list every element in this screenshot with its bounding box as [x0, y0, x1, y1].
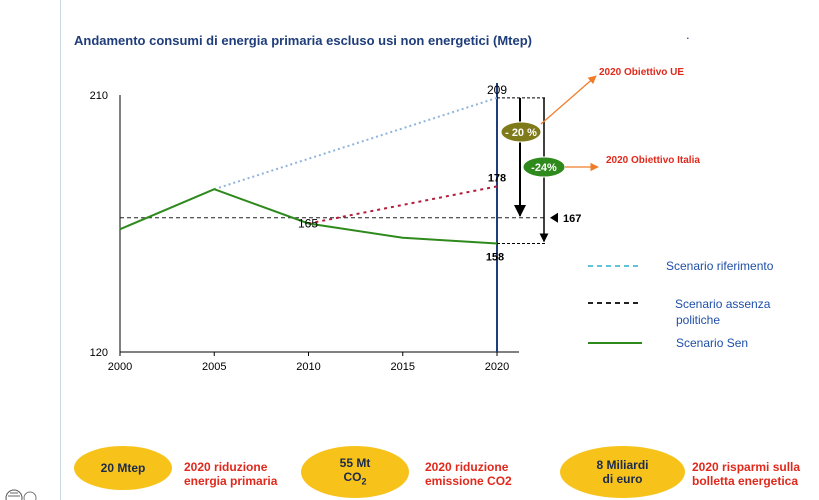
- legend-label: Scenario Sen: [676, 336, 748, 350]
- x-tick-label: 2020: [485, 361, 509, 373]
- summary-note-line: energia primaria: [184, 474, 278, 488]
- summary-note-euro: 2020 risparmi sulla bolletta energetica: [692, 460, 800, 488]
- annotation-italia: 2020 Obiettivo Italia: [606, 155, 700, 166]
- legend-label: Scenario assenza politiche: [675, 297, 771, 327]
- x-tick-label: 2000: [108, 361, 132, 373]
- summary-value-line: di euro: [602, 472, 643, 486]
- summary-value-line: 55 Mt: [339, 455, 371, 470]
- summary-note-co2: 2020 riduzione emissione CO2: [425, 460, 512, 488]
- badge-italia-label: -24%: [531, 162, 557, 174]
- y-tick-label: 210: [90, 90, 108, 102]
- x-tick-label: 2005: [202, 361, 226, 373]
- data-label-158: 158: [486, 251, 504, 263]
- data-label-178: 178: [488, 172, 506, 184]
- legend-label-line: politiche: [676, 313, 720, 327]
- annotation-arrow-ue: [540, 75, 597, 125]
- series-line-2: [119, 188, 498, 245]
- summary-note-line: bolletta energetica: [692, 474, 799, 488]
- badge-ue-label: - 20 %: [505, 127, 537, 139]
- slide-edge-line: [60, 0, 61, 500]
- x-tick-label: 2010: [296, 361, 320, 373]
- legend-label: Scenario riferimento: [666, 259, 774, 273]
- title-dot: .: [686, 27, 690, 42]
- summary-oval-energy: 20 Mtep: [74, 446, 172, 490]
- annotation-ue: 2020 Obiettivo UE: [599, 67, 684, 78]
- legend-label-line: Scenario assenza: [675, 297, 771, 311]
- summary-note-line: 2020 riduzione: [425, 460, 509, 474]
- summary-value-line: CO2: [343, 469, 367, 487]
- co2-subscript: 2: [361, 476, 367, 487]
- summary-value-line: 20 Mtep: [100, 461, 146, 475]
- series-line-0: [213, 96, 498, 191]
- summary-value-line: 8 Miliardi: [596, 458, 649, 472]
- data-label-209: 209: [487, 83, 507, 97]
- data-label-165: 165: [298, 217, 318, 231]
- emblem-logo: [5, 489, 37, 500]
- badge-ue: [500, 121, 542, 143]
- summary-oval-co2: 55 Mt CO2: [301, 446, 409, 498]
- data-label-167: 167: [563, 213, 581, 225]
- summary-note-line: 2020 risparmi sulla: [692, 460, 801, 474]
- value-pointer-167: [550, 212, 558, 223]
- summary-note-line: 2020 riduzione: [184, 460, 268, 474]
- chart-title: Andamento consumi di energia primaria es…: [74, 33, 532, 48]
- summary-note-line: emissione CO2: [425, 474, 512, 488]
- y-tick-label: 120: [90, 347, 108, 359]
- summary-oval-euro: 8 Miliardi di euro: [560, 446, 685, 498]
- summary-note-energy: 2020 riduzione energia primaria: [184, 460, 277, 488]
- x-tick-label: 2015: [391, 361, 415, 373]
